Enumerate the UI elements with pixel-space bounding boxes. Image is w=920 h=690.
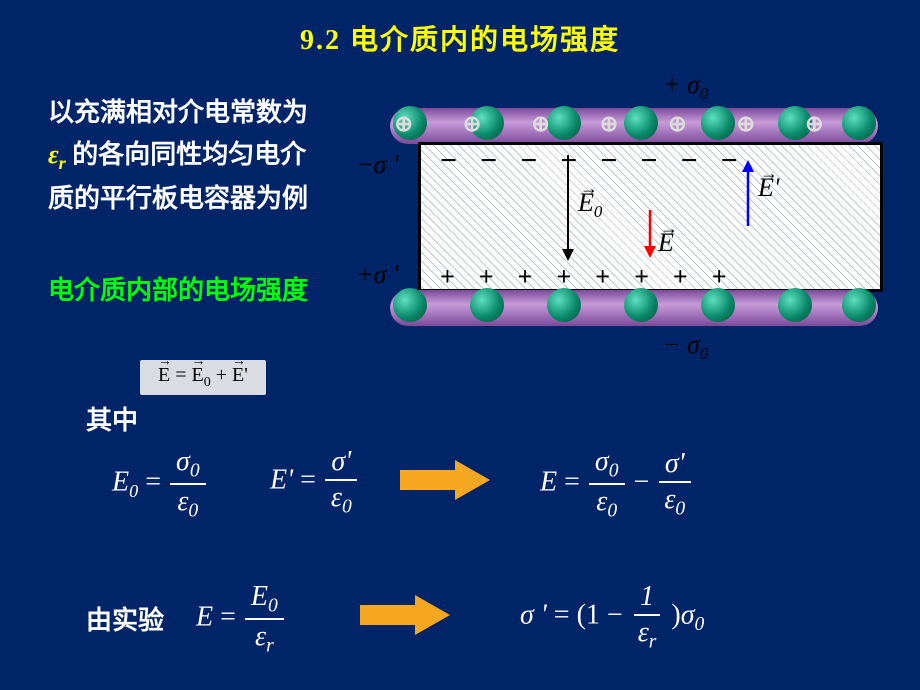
formula-Ep: E' = σ' ε0 — [270, 445, 360, 519]
vector-E0 — [558, 153, 578, 263]
vector-E — [640, 208, 660, 260]
plate-plus-icons: ⊕⊕⊕⊕⊕⊕⊕ — [390, 111, 878, 137]
label-sigma-bottom: − σ0 — [663, 330, 708, 364]
arrow-icon — [400, 460, 490, 500]
vector-Ep — [738, 158, 758, 228]
epsilon-symbol: ε — [48, 140, 59, 169]
bound-charge-top: −−−−−−−− — [440, 144, 761, 178]
formula-Efull: E = σ0 ε0 − σ' ε0 — [540, 445, 693, 523]
label-vector-E0: →E0 — [578, 188, 602, 222]
formula-Er: E = E0 εr — [196, 580, 286, 658]
green-heading: 电介质内部的电场强度 — [48, 270, 308, 307]
label-sigma-prime-top: −σ ' — [356, 150, 398, 180]
para-line3: 质的平行板电容器为例 — [48, 184, 308, 213]
formula-sum-box: →E = →E0 + →E' — [140, 360, 266, 395]
label-experiment: 由实验 — [86, 600, 164, 637]
formula-E0: E0 = σ0 ε0 — [112, 445, 208, 523]
para-line2: 的各向同性均匀电介 — [66, 140, 307, 169]
label-vector-E: →E — [658, 228, 674, 258]
arrow-icon — [360, 595, 450, 635]
label-sigma-top: + σ0 — [663, 70, 708, 104]
page-title: 9.2 电介质内的电场强度 — [0, 18, 920, 58]
top-plate: ⊕⊕⊕⊕⊕⊕⊕ — [390, 108, 878, 144]
intro-paragraph: 以充满相对介电常数为 εr 的各向同性均匀电介 质的平行板电容器为例 — [48, 92, 368, 220]
formula-sigmap: σ ' = (1 − 1 εr )σ0 — [520, 580, 704, 654]
label-sigma-prime-bot: +σ ' — [356, 260, 398, 290]
para-line1: 以充满相对介电常数为 — [48, 98, 308, 127]
label-where: 其中 — [86, 400, 138, 437]
epsilon-subscript: r — [59, 153, 66, 173]
bottom-plate — [390, 290, 878, 326]
label-vector-Ep: →E' — [758, 173, 779, 203]
capacitor-diagram: + σ0 ⊕⊕⊕⊕⊕⊕⊕ −−−−−−−− ++++++++ −σ ' +σ '… — [368, 78, 896, 368]
